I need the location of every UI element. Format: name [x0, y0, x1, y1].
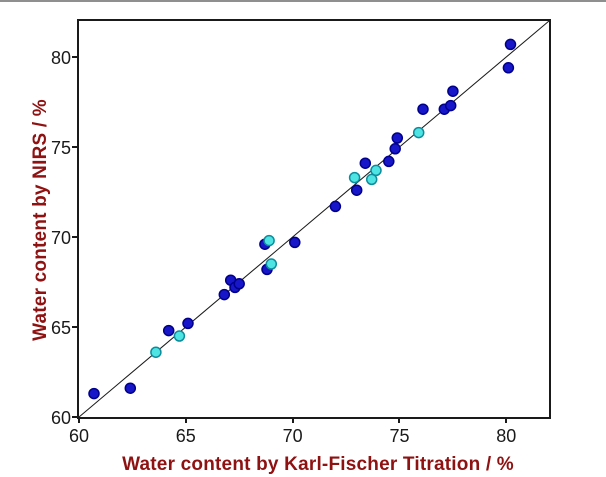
data-point-dark-blue-points — [218, 288, 231, 301]
x-tick-label: 65 — [175, 426, 196, 446]
x-tick-label: 70 — [282, 426, 303, 446]
y-tick-label: 60 — [50, 408, 71, 428]
y-tick-mark — [72, 416, 78, 418]
data-point-dark-blue-points — [124, 382, 137, 394]
data-point-dark-blue-points — [162, 324, 175, 337]
data-point-cyan-points — [348, 171, 361, 184]
y-axis-label: Water content by NIRS / % — [30, 99, 51, 341]
x-tick-mark — [78, 417, 80, 423]
data-point-dark-blue-points — [502, 62, 515, 74]
y-tick-mark — [72, 56, 78, 58]
y-tick-label: 65 — [50, 318, 71, 338]
x-tick-mark — [291, 417, 294, 423]
data-point-dark-blue-points — [350, 184, 363, 196]
y-tick-label: 75 — [50, 138, 71, 158]
x-tick-label: 80 — [496, 426, 517, 446]
data-point-dark-blue-points — [233, 278, 245, 290]
data-point-dark-blue-points — [444, 99, 457, 112]
x-tick-mark — [398, 417, 401, 423]
data-point-cyan-points — [365, 173, 378, 186]
data-point-dark-blue-points — [383, 155, 395, 168]
scatter-plot-svg — [79, 21, 549, 417]
x-tick-mark — [184, 417, 187, 423]
data-point-dark-blue-points — [447, 85, 459, 97]
data-point-dark-blue-points — [389, 143, 401, 155]
x-axis-label: Water content by Karl-Fischer Titration … — [122, 454, 514, 475]
data-point-cyan-points — [263, 234, 275, 247]
y-tick-mark — [72, 326, 78, 328]
y-tick-mark — [72, 146, 78, 148]
y-tick-mark — [72, 236, 78, 238]
data-point-cyan-points — [150, 346, 162, 358]
y-tick-label: 80 — [50, 48, 71, 68]
plot-area — [77, 19, 551, 419]
data-point-dark-blue-points — [329, 200, 342, 213]
data-point-dark-blue-points — [289, 236, 301, 249]
data-point-dark-blue-points — [182, 317, 194, 330]
data-point-dark-blue-points — [88, 387, 100, 400]
data-point-dark-blue-points — [417, 103, 429, 115]
data-point-cyan-points — [370, 164, 382, 177]
data-point-dark-blue-points — [391, 132, 404, 144]
data-point-cyan-points — [265, 258, 278, 270]
y-tick-label: 70 — [50, 228, 71, 248]
data-point-cyan-points — [412, 126, 425, 139]
data-point-dark-blue-points — [504, 38, 517, 51]
identity-line — [79, 21, 549, 417]
data-point-dark-blue-points — [359, 157, 372, 169]
x-tick-label: 75 — [389, 426, 410, 446]
x-tick-label: 60 — [68, 426, 90, 446]
x-tick-mark — [505, 417, 508, 423]
data-point-cyan-points — [173, 330, 186, 342]
